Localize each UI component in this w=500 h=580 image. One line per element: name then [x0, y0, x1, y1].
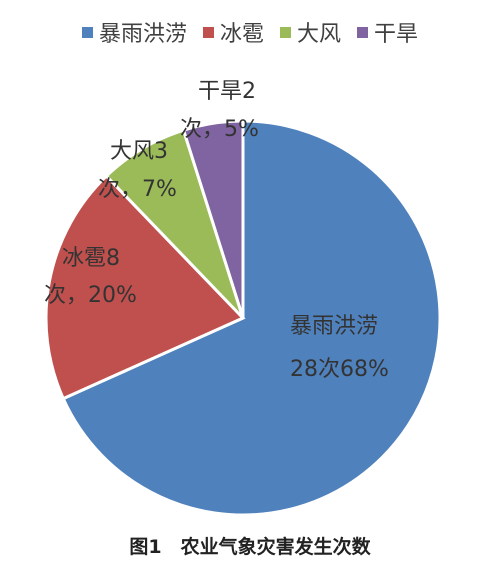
- legend-swatch-3: [357, 26, 369, 38]
- pie-slice-3: [181, 119, 245, 319]
- legend-swatch-1: [202, 26, 214, 38]
- pie-slice-0: [61, 119, 442, 517]
- legend-item-3: 干旱: [357, 16, 418, 48]
- chart-legend: 暴雨洪涝 冰雹 大风 干旱: [0, 12, 500, 52]
- data-label-1-line-2: 次，20%: [44, 283, 137, 308]
- figure-caption: 图1 农业气象灾害发生次数: [129, 536, 371, 558]
- legend-label-0: 暴雨洪涝: [98, 22, 187, 47]
- pie-slice-1: [44, 173, 246, 401]
- data-label-3-line-2: 次，5%: [180, 117, 259, 142]
- data-label-3-line-1: 干旱2: [198, 79, 256, 104]
- data-label-2-line-2: 次，7%: [98, 177, 177, 202]
- pie-slices: [44, 119, 442, 517]
- data-label-0-line-1: 暴雨洪涝: [290, 314, 378, 339]
- legend-swatch-0: [81, 26, 93, 38]
- pie-labels: 暴雨洪涝 28次68% 冰雹8 次，20% 大风3 次，7% 干旱2 次，5%: [44, 79, 389, 382]
- legend-item-1: 冰雹: [202, 16, 264, 48]
- data-label-2-line-1: 大风3: [110, 139, 168, 164]
- data-label-0-line-2: 28次68%: [290, 357, 389, 382]
- legend-swatch-2: [280, 26, 291, 38]
- legend-label-2: 大风: [297, 22, 342, 47]
- legend-label-3: 干旱: [374, 22, 419, 47]
- data-label-1-line-1: 冰雹8: [62, 246, 120, 271]
- legend-item-0: 暴雨洪涝: [81, 16, 187, 48]
- legend-item-2: 大风: [280, 16, 341, 48]
- legend-label-1: 冰雹: [219, 22, 264, 47]
